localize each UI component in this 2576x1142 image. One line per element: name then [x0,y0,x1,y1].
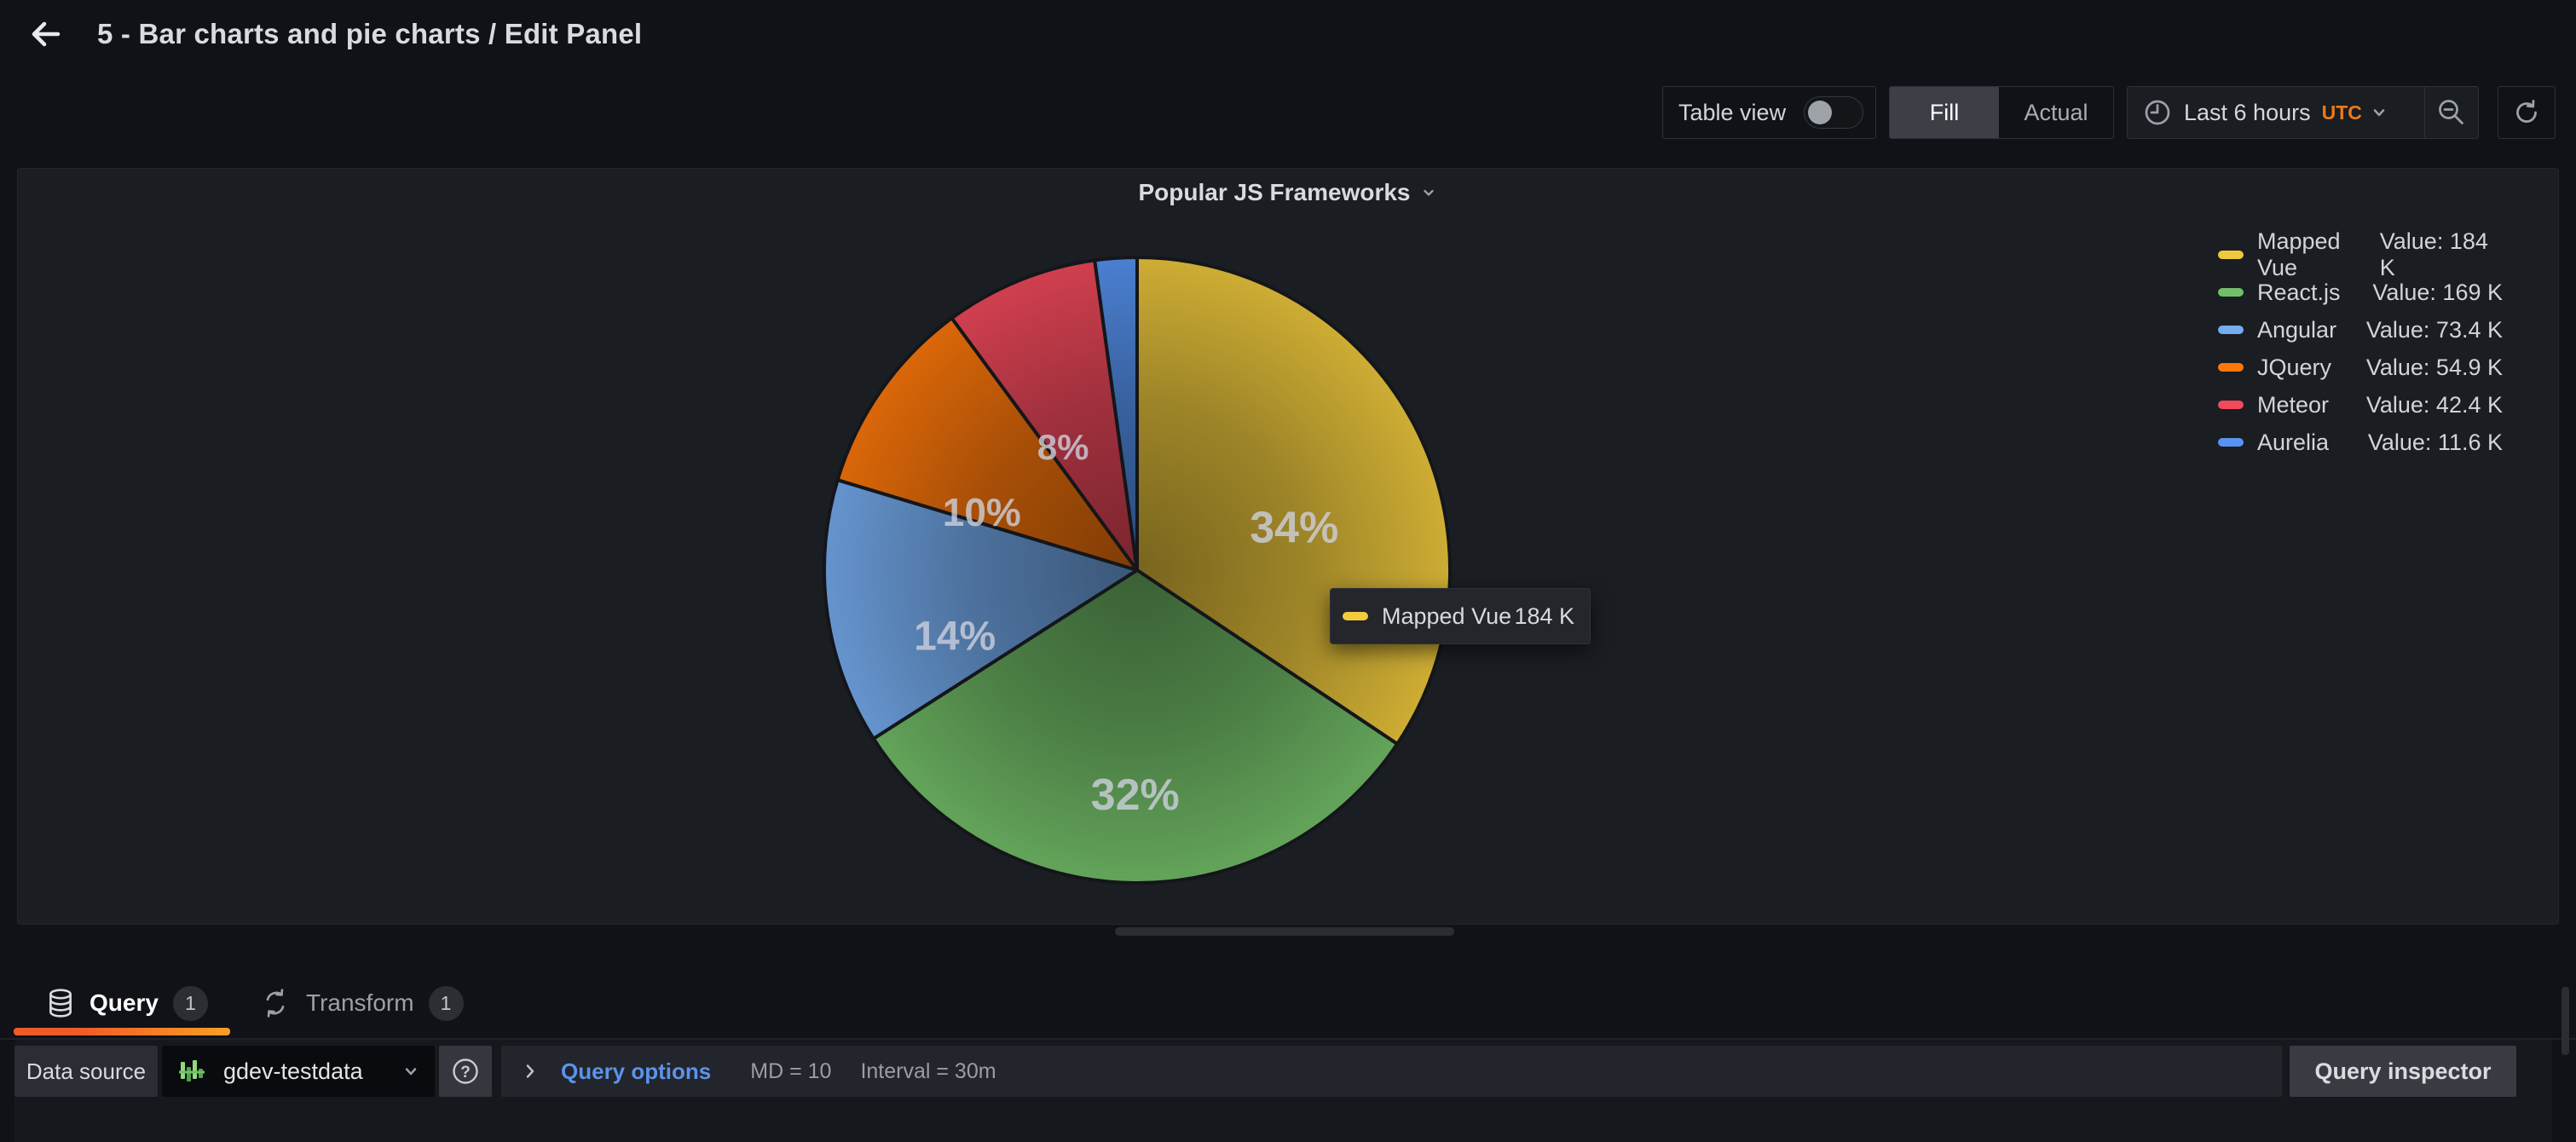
testdata-datasource-icon [179,1060,205,1081]
query-inspector-button[interactable]: Query inspector [2290,1046,2516,1097]
active-tab-underline [14,1028,230,1035]
actual-button[interactable]: Actual [2024,99,2088,125]
database-icon [49,989,72,1018]
fill-button[interactable]: Fill [1890,87,1999,138]
legend-series-name[interactable]: React.js [2257,279,2341,305]
tab-transform-label: Transform [306,989,414,1016]
legend-series-name[interactable]: Aurelia [2257,429,2330,455]
legend: Mapped Vue Value: 184 K React.js Value: 169… [2218,228,2503,461]
panel-title: Popular JS Frameworks [1138,179,1411,205]
legend-series-value: Value: 11.6 K [2367,429,2503,455]
time-range-picker: Last 6 hours UTC [2127,86,2479,139]
arrow-left-icon [32,21,61,47]
pie-percent-label: 32% [1091,770,1180,820]
tooltip-series-swatch [1343,612,1368,620]
tab-query-count-badge: 1 [172,985,208,1021]
back-button[interactable] [26,14,66,55]
query-options-bar: Query options MD = 10 Interval = 30m [501,1046,2282,1097]
tabs-divider [0,1038,2576,1040]
header-bar: 5 - Bar charts and pie charts / Edit Pan… [0,0,2576,68]
zoom-out-time-button[interactable] [2424,87,2478,138]
datasource-value: gdev-testdata [223,1058,363,1084]
question-circle-icon: ? [453,1058,478,1084]
legend-swatch[interactable] [2218,401,2244,409]
legend-series-name[interactable]: Mapped Vue [2257,228,2341,280]
time-range-label: Last 6 hours [2184,99,2311,125]
legend-item: JQuery Value: 54.9 K [2218,349,2503,386]
tab-transform[interactable]: Transform 1 [260,977,464,1030]
vertical-scrollbar-thumb[interactable] [2562,987,2569,1055]
pie-percent-label: 14% [914,614,996,659]
panel-menu-chevron-icon [1423,189,1434,196]
fill-actual-switch: Fill Actual [1889,86,2114,139]
page-title: 5 - Bar charts and pie charts / Edit Pan… [97,18,643,49]
legend-series-value: Value: 54.9 K [2365,354,2503,380]
refresh-button[interactable] [2498,86,2556,139]
clock-icon [2145,100,2170,125]
tooltip-series-value: 184 K [1514,603,1574,629]
legend-series-name[interactable]: Angular [2257,316,2337,343]
legend-item: Aurelia Value: 11.6 K [2218,424,2503,461]
svg-text:?: ? [460,1064,471,1081]
table-view-control: Table view [1662,86,1876,139]
legend-swatch[interactable] [2218,438,2244,447]
legend-swatch[interactable] [2218,288,2244,297]
pie-slice-aurelia[interactable] [1093,256,1139,572]
datasource-picker[interactable]: gdev-testdata [162,1046,435,1097]
max-data-points-value: MD = 10 [750,1058,832,1083]
pane-resize-handle[interactable] [1115,927,1454,936]
toggle-knob [1808,101,1832,124]
chart-tooltip: Mapped Vue 184 K [1330,588,1591,644]
legend-swatch[interactable] [2218,363,2244,372]
pie-slice-meteor[interactable] [950,258,1139,572]
legend-item: Angular Value: 73.4 K [2218,311,2503,349]
pie-slice-jquery[interactable] [835,316,1139,572]
legend-series-name[interactable]: JQuery [2257,354,2332,380]
datasource-label: Data source [14,1046,158,1097]
tab-query[interactable]: Query 1 [47,977,208,1030]
legend-series-value: Value: 42.4 K [2365,391,2503,418]
pie-slice-react-js[interactable] [871,568,1400,885]
visualization-panel: Popular JS Frameworks 34% 32% 14% 10% 8% Map… [17,168,2559,925]
pie-percent-label: 10% [943,490,1021,534]
time-range-button[interactable]: Last 6 hours UTC [2128,98,2424,127]
legend-item: Mapped Vue Value: 184 K [2218,228,2503,280]
timezone-label: UTC [2321,101,2362,124]
pie-chart: 34% 32% 14% 10% 8% [823,256,1453,885]
table-view-label: Table view [1678,99,1787,125]
legend-item: React.js Value: 169 K [2218,274,2503,311]
tooltip-series-name: Mapped Vue [1382,603,1512,629]
datasource-help-button[interactable]: ? [439,1046,492,1097]
pie-slice-angular[interactable] [823,478,1139,741]
legend-series-name[interactable]: Meteor [2257,391,2330,418]
tab-transform-count-badge: 1 [428,985,464,1021]
query-editor-card: Data source gdev-testdata ? [14,1040,2552,1142]
legend-swatch[interactable] [2218,326,2244,334]
tab-query-label: Query [90,989,159,1016]
query-options-link[interactable]: Query options [561,1058,712,1084]
pie-percent-label: 34% [1250,504,1338,553]
legend-swatch[interactable] [2218,251,2244,259]
chevron-down-icon [405,1068,417,1076]
magnifier-minus-icon [2439,100,2463,124]
legend-item: Meteor Value: 42.4 K [2218,386,2503,424]
panel-header[interactable]: Popular JS Frameworks [18,179,2558,206]
table-view-toggle[interactable] [1804,96,1863,129]
legend-series-value: Value: 184 K [2379,228,2488,280]
pie-percent-label: 8% [1037,427,1089,467]
chevron-right-icon[interactable] [520,1061,540,1081]
chevron-down-icon [2373,109,2385,117]
process-icon [266,989,285,1018]
legend-series-value: Value: 169 K [2372,279,2503,305]
refresh-icon [2516,100,2537,123]
legend-series-value: Value: 73.4 K [2365,316,2503,343]
interval-value: Interval = 30m [860,1058,996,1083]
